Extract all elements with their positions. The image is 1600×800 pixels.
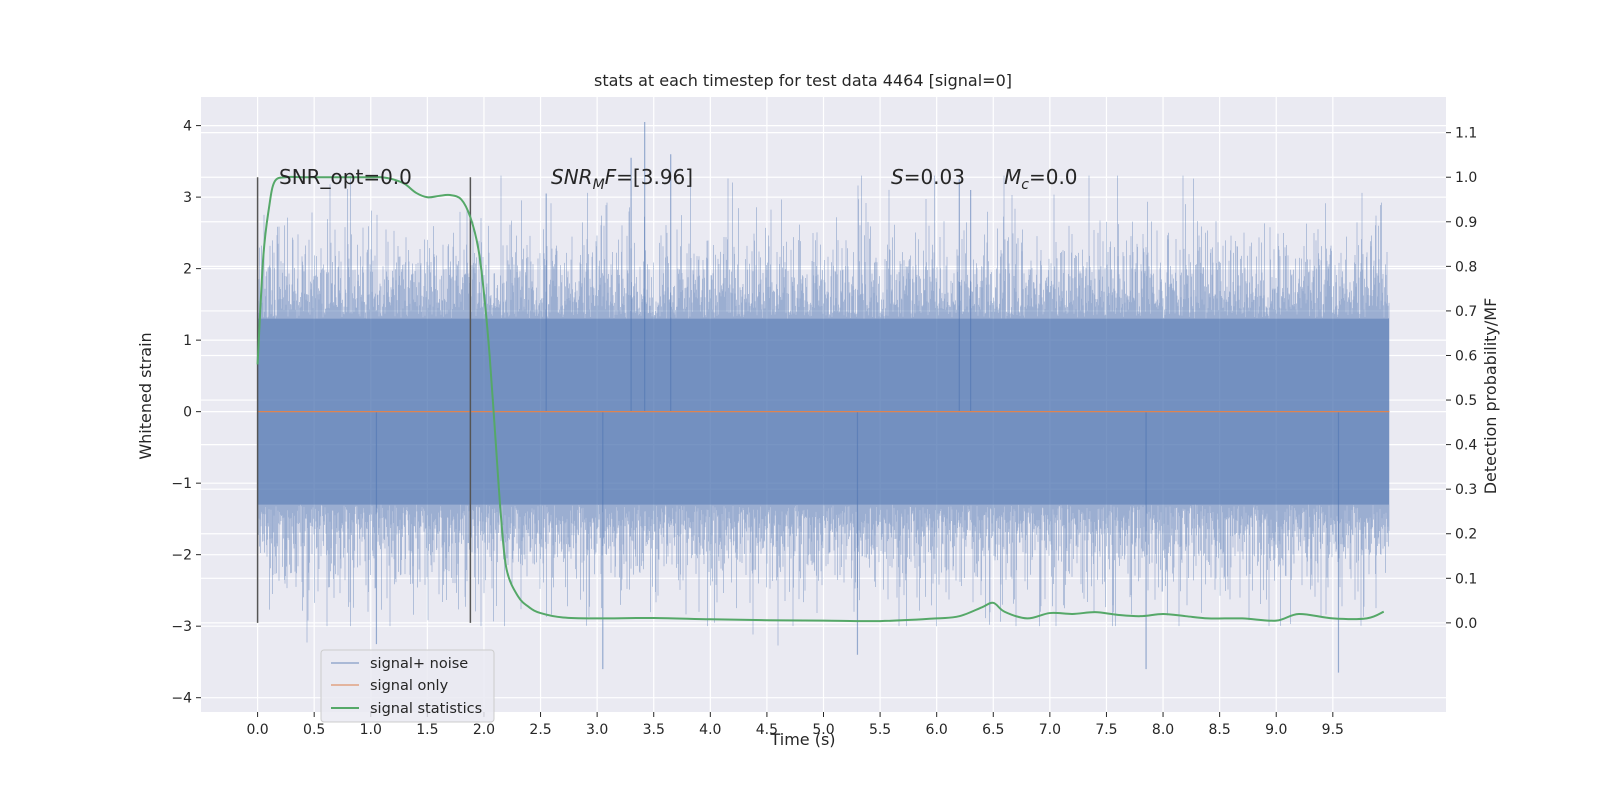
y-right-tick-label: 0.1	[1455, 571, 1477, 587]
s-annotation: S=0.03	[891, 165, 965, 189]
s-name: S	[891, 165, 904, 189]
mc-annotation: Mc=0.0	[1004, 165, 1078, 193]
x-tick-label: 4.5	[756, 722, 778, 738]
x-tick-label: 4.0	[699, 722, 721, 738]
detection-window-lines	[256, 177, 472, 623]
snr-mf-annotation: SNRMF=[3.96]	[551, 165, 693, 193]
x-tick-label: 7.5	[1095, 722, 1117, 738]
y-right-tick-label: 0.5	[1455, 393, 1477, 409]
y-right-axis-label: Detection probability/MF	[1481, 298, 1500, 495]
s-value: =0.03	[904, 165, 965, 189]
x-tick-label: 8.5	[1209, 722, 1231, 738]
x-tick-label: 9.0	[1265, 722, 1287, 738]
signal-statistics-series	[256, 175, 1385, 623]
y-left-tick-label: 4	[183, 119, 192, 135]
x-tick-label: 9.5	[1322, 722, 1344, 738]
y-left-axis-ticks: 4 3 2 1 0 −1 −2 −3 −4	[171, 119, 201, 707]
y-right-tick-label: 0.2	[1455, 527, 1477, 543]
x-tick-label: 5.0	[812, 722, 834, 738]
snr-mf-name: SNR	[551, 165, 593, 189]
x-tick-label: 6.0	[926, 722, 948, 738]
x-tick-label: 1.5	[416, 722, 438, 738]
x-tick-label: 2.5	[529, 722, 551, 738]
y-left-tick-label: −2	[171, 548, 192, 564]
x-tick-label: 7.0	[1039, 722, 1061, 738]
legend: signal+ noise signal only signal statist…	[320, 649, 495, 723]
mc-name: M	[1004, 165, 1021, 189]
snr-opt-annotation: SNR_opt=0.0	[279, 165, 412, 189]
y-left-tick-label: 3	[183, 190, 192, 206]
x-axis-ticks: 0.0 0.5 1.0 1.5 2.0 2.5 3.0 3.5 4.0 4.5 5.0 5.5 6.0 6…	[246, 712, 1344, 738]
y-right-tick-label: 0.8	[1455, 259, 1477, 275]
y-left-tick-label: 2	[183, 262, 192, 278]
chart-title: stats at each timestep for test data 446…	[594, 71, 1012, 90]
y-left-tick-label: 1	[183, 333, 192, 349]
snr-mf-value: =[3.96]	[616, 165, 693, 189]
y-right-tick-label: 0.0	[1455, 616, 1477, 632]
legend-label-signal-noise: signal+ noise	[370, 656, 468, 672]
y-left-tick-label: 0	[183, 405, 192, 421]
mc-value: =0.0	[1029, 165, 1078, 189]
legend-label-signal-statistics: signal statistics	[370, 701, 482, 717]
snr-mf-suffix: F	[605, 165, 617, 189]
y-right-tick-label: 1.1	[1455, 126, 1477, 142]
x-tick-label: 0.5	[303, 722, 325, 738]
y-left-axis-label: Whitened strain	[136, 332, 155, 459]
x-tick-label: 8.0	[1152, 722, 1174, 738]
y-left-tick-label: −1	[171, 476, 192, 492]
y-right-axis-ticks: 1.1 1.0 0.9 0.8 0.7 0.6 0.5 0.4 0.3 0.2 0.1 0.0	[1446, 126, 1477, 632]
y-right-tick-label: 1.0	[1455, 170, 1477, 186]
x-tick-label: 2.0	[473, 722, 495, 738]
x-tick-label: 1.0	[360, 722, 382, 738]
legend-label-signal-only: signal only	[370, 678, 449, 694]
y-right-tick-label: 0.7	[1455, 304, 1477, 320]
y-right-tick-label: 0.6	[1455, 348, 1477, 364]
x-axis-label: Time (s)	[769, 730, 835, 749]
x-tick-label: 0.0	[246, 722, 268, 738]
y-left-tick-label: −3	[171, 619, 192, 635]
y-left-tick-label: −4	[171, 691, 192, 707]
legend-box	[320, 649, 495, 723]
y-right-tick-label: 0.4	[1455, 438, 1477, 454]
snr-mf-subscript: M	[593, 177, 605, 193]
y-right-tick-label: 0.9	[1455, 215, 1477, 231]
x-tick-label: 3.0	[586, 722, 608, 738]
y-right-tick-label: 0.3	[1455, 482, 1477, 498]
x-tick-label: 3.5	[643, 722, 665, 738]
mc-subscript: c	[1021, 177, 1029, 193]
x-tick-label: 6.5	[982, 722, 1004, 738]
x-tick-label: 5.5	[869, 722, 891, 738]
